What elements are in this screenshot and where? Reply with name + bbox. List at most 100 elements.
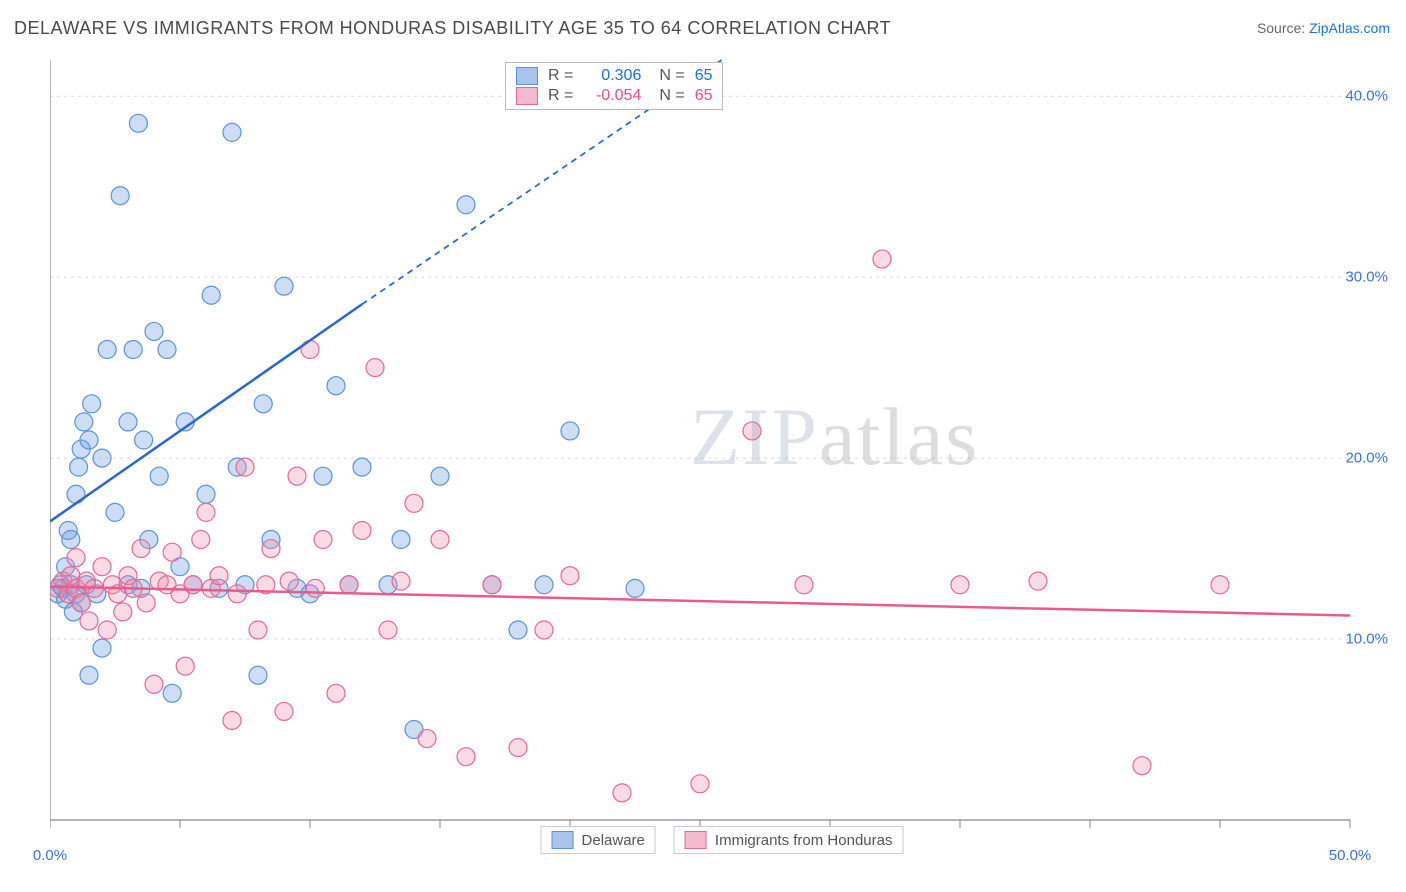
data-point (72, 594, 90, 612)
x-tick-label: 50.0% (1329, 847, 1372, 864)
legend-label: Delaware (582, 832, 645, 849)
data-point (327, 377, 345, 395)
data-point (93, 558, 111, 576)
data-point (70, 458, 88, 476)
data-point (80, 666, 98, 684)
data-point (280, 572, 298, 590)
data-point (145, 675, 163, 693)
n-label: N = (659, 67, 684, 85)
legend-swatch (685, 831, 707, 849)
data-point (626, 579, 644, 597)
data-point (483, 576, 501, 594)
data-point (873, 250, 891, 268)
data-point (691, 775, 709, 793)
correlation-row: R =0.306N =65 (516, 67, 712, 85)
data-point (93, 639, 111, 657)
data-point (98, 621, 116, 639)
data-point (795, 576, 813, 594)
watermark-zip: ZIP (690, 391, 819, 482)
data-point (613, 784, 631, 802)
data-point (192, 531, 210, 549)
data-point (83, 395, 101, 413)
data-point (275, 277, 293, 295)
watermark-atlas: atlas (819, 391, 979, 482)
data-point (124, 341, 142, 359)
data-point (561, 567, 579, 585)
data-point (418, 730, 436, 748)
data-point (392, 531, 410, 549)
data-point (457, 748, 475, 766)
data-point (353, 458, 371, 476)
data-point (197, 485, 215, 503)
data-point (132, 540, 150, 558)
data-point (106, 503, 124, 521)
data-point (228, 585, 246, 603)
legend-swatch (516, 67, 538, 85)
data-point (314, 467, 332, 485)
data-point (249, 666, 267, 684)
data-point (158, 341, 176, 359)
data-point (275, 702, 293, 720)
data-point (314, 531, 332, 549)
data-point (288, 467, 306, 485)
data-point (254, 395, 272, 413)
legend-item: Delaware (541, 826, 656, 854)
n-value: 65 (695, 87, 713, 105)
data-point (223, 123, 241, 141)
data-point (535, 621, 553, 639)
r-label: R = (548, 67, 573, 85)
chart-container: DELAWARE VS IMMIGRANTS FROM HONDURAS DIS… (0, 0, 1406, 892)
correlation-legend: R =0.306N =65R =-0.054N =65 (505, 62, 723, 110)
data-point (236, 458, 254, 476)
r-value: -0.054 (583, 87, 641, 105)
data-point (405, 494, 423, 512)
source-link[interactable]: ZipAtlas.com (1309, 20, 1390, 36)
data-point (202, 286, 220, 304)
data-point (431, 467, 449, 485)
x-tick-label: 0.0% (33, 847, 67, 864)
data-point (67, 485, 85, 503)
data-point (951, 576, 969, 594)
data-point (306, 579, 324, 597)
data-point (176, 657, 194, 675)
data-point (119, 413, 137, 431)
data-point (1211, 576, 1229, 594)
data-point (340, 576, 358, 594)
data-point (535, 576, 553, 594)
chart-title: DELAWARE VS IMMIGRANTS FROM HONDURAS DIS… (14, 18, 891, 39)
y-tick-label: 20.0% (1345, 450, 1388, 467)
data-point (1029, 572, 1047, 590)
plot-area: Disability Age 35 to 64 10.0%20.0%30.0%4… (50, 50, 1394, 860)
legend-label: Immigrants from Honduras (715, 832, 893, 849)
data-point (431, 531, 449, 549)
data-point (93, 449, 111, 467)
data-point (353, 521, 371, 539)
data-point (137, 594, 155, 612)
data-point (114, 603, 132, 621)
legend-swatch (552, 831, 574, 849)
data-point (327, 684, 345, 702)
data-point (249, 621, 267, 639)
data-point (392, 572, 410, 590)
data-point (80, 431, 98, 449)
data-point (163, 684, 181, 702)
data-point (366, 359, 384, 377)
watermark: ZIPatlas (690, 390, 979, 484)
data-point (509, 621, 527, 639)
legend-swatch (516, 87, 538, 105)
data-point (150, 467, 168, 485)
series-legend: Delaware Immigrants from Honduras (541, 826, 904, 854)
r-label: R = (548, 87, 573, 105)
r-value: 0.306 (583, 67, 641, 85)
source-attribution: Source: ZipAtlas.com (1257, 20, 1390, 36)
data-point (75, 413, 93, 431)
source-label: Source: (1257, 20, 1305, 36)
data-point (561, 422, 579, 440)
correlation-row: R =-0.054N =65 (516, 87, 712, 105)
data-point (262, 540, 280, 558)
data-point (223, 711, 241, 729)
data-point (111, 187, 129, 205)
legend-item: Immigrants from Honduras (674, 826, 904, 854)
data-point (301, 341, 319, 359)
y-tick-label: 10.0% (1345, 631, 1388, 648)
